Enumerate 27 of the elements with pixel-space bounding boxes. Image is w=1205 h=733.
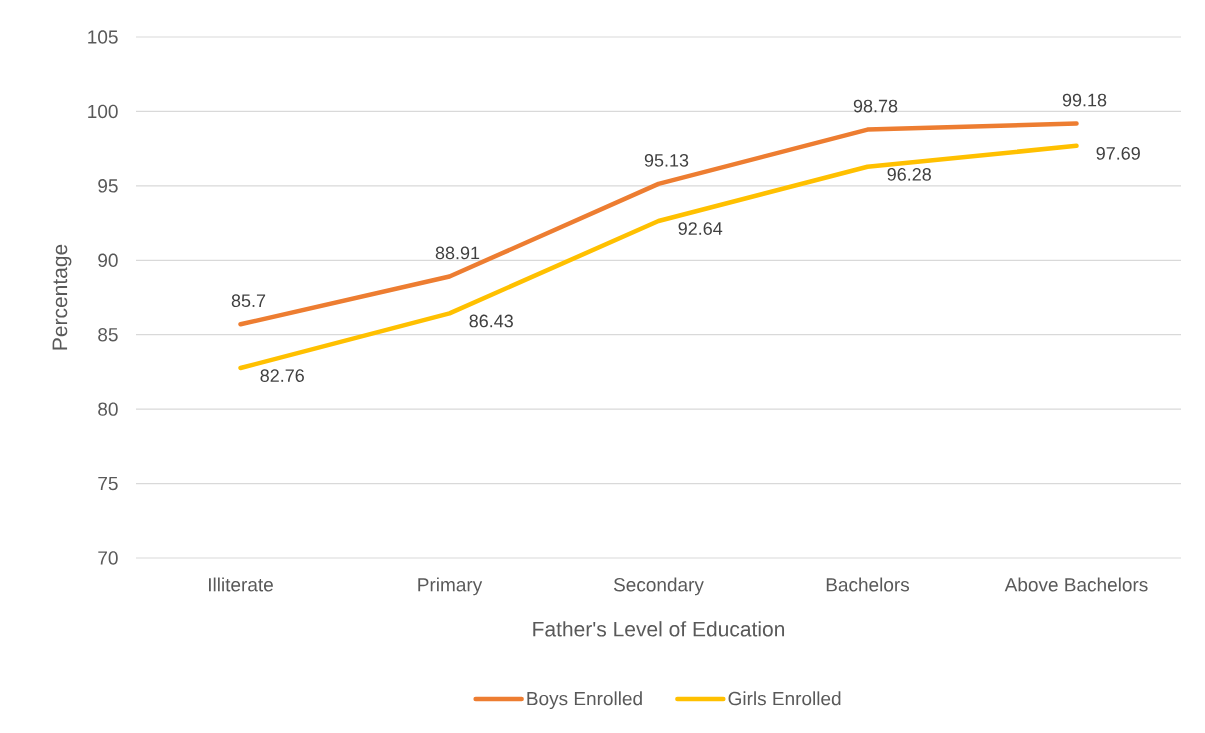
y-tick-label: 75 [98,476,118,491]
legend-label: Boys Enrolled [527,691,642,710]
x-tick-label: Illiterate [209,577,273,592]
x-tick-label: Above Bachelors [1004,577,1148,592]
y-tick-label: 95 [98,179,118,193]
y-tick-label: 90 [98,253,118,267]
data-label: 82.76 [260,369,304,382]
y-tick-label: 85 [98,327,118,342]
data-label: 85.7 [231,294,266,308]
legend-label: Girls Enrolled [728,691,841,706]
data-label: 86.43 [469,314,513,328]
y-tick-label: 100 [88,104,118,119]
y-tick-label: 70 [98,551,118,565]
y-axis-title: Percentage [52,244,72,350]
data-label: 97.69 [1096,146,1140,160]
y-tick-label: 80 [98,402,118,416]
y-tick-label: 105 [88,30,118,44]
x-tick-label: Secondary [613,577,704,596]
x-axis-title: Father's Level of Education [533,621,785,637]
data-label: 92.64 [678,222,723,235]
data-label: 98.78 [853,99,898,113]
x-tick-label: Primary [418,577,483,596]
data-label: 99.18 [1062,93,1107,107]
data-label: 96.28 [887,167,931,181]
x-tick-label: Bachelors [826,577,910,592]
data-label: 88.91 [435,246,480,260]
data-label: 95.13 [644,153,689,167]
